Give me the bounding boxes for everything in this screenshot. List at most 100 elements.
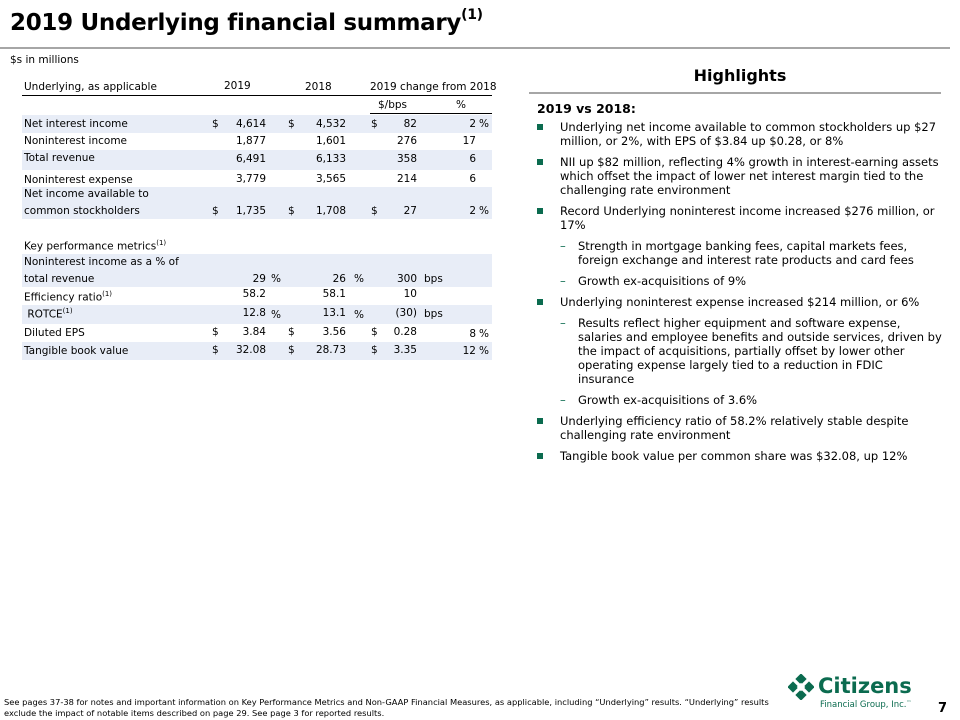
value-change: (30) [395, 307, 417, 319]
col-header-2018: 2018 [305, 81, 332, 93]
bullet-item: Underlying noninterest expense increased… [537, 295, 942, 309]
row-label: ROTCE(1) [24, 307, 72, 321]
value-pct: 2 [469, 118, 476, 130]
currency-2019: $ [212, 326, 219, 338]
page-number: 7 [938, 701, 948, 716]
unit-2019: % [271, 309, 281, 321]
dash-icon: – [560, 274, 566, 288]
currency-2018: $ [288, 326, 295, 338]
bullet-item: Tangible book value per common share was… [537, 449, 942, 463]
value-2019: 12.8 [242, 307, 266, 319]
units-note: $s in millions [10, 54, 79, 66]
row-label: Efficiency ratio(1) [24, 290, 112, 304]
value-2019: 4,614 [235, 118, 266, 130]
bullet-text: Underlying noninterest expense increased… [560, 295, 920, 309]
unit-change: bps [424, 308, 443, 320]
value-change: 300 [396, 273, 417, 285]
row-label: Noninterest expense [24, 174, 133, 186]
bullet-item: Underlying net income available to commo… [537, 120, 942, 148]
value-2018: 6,133 [315, 153, 346, 165]
value-change: 27 [403, 205, 417, 217]
value-pct: 17 [462, 135, 476, 147]
value-2018: 4,532 [315, 118, 346, 130]
kpm-footnote-marker: (1) [156, 239, 167, 247]
kpm-heading: Key performance metrics(1) [24, 239, 166, 253]
currency-2018: $ [288, 118, 295, 130]
value-change: 82 [403, 118, 417, 130]
row-label: Net interest income [24, 118, 128, 130]
highlights-title: Highlights [693, 66, 787, 85]
dash-icon: – [560, 316, 566, 330]
value-2018: 1,708 [315, 205, 346, 217]
currency-2018: $ [288, 205, 295, 217]
table-row: Efficiency ratio(1) 58.2 58.1 10 [22, 287, 492, 305]
bullet-text: Tangible book value per common share was… [560, 449, 908, 463]
value-2019: 6,491 [235, 153, 266, 165]
unit-2018: % [354, 309, 364, 321]
footnote: See pages 37-38 for notes and important … [4, 697, 769, 718]
subheader-rule [370, 113, 492, 114]
value-change: 10 [403, 288, 417, 300]
col-header-label: Underlying, as applicable [24, 81, 157, 93]
bullet-item: NII up $82 million, reflecting 4% growth… [537, 155, 942, 197]
col-subheader-pct: % [456, 99, 466, 111]
bullet-text: NII up $82 million, reflecting 4% growth… [560, 155, 939, 197]
value-2019: 1,735 [235, 205, 266, 217]
bullet-item: Record Underlying noninterest income inc… [537, 204, 942, 232]
row-label-text: ROTCE [27, 308, 63, 321]
value-pct: 2 [469, 205, 476, 217]
col-header-change: 2019 change from 2018 [370, 81, 497, 93]
currency-2019: $ [212, 344, 219, 356]
table-row: Total revenue 6,491 6,133 358 6 [22, 150, 492, 170]
table-row: Net income available to common stockhold… [22, 187, 492, 219]
col-header-2019: 2019 [224, 80, 251, 92]
bullet-square-icon [537, 453, 543, 459]
unit-2019: % [271, 273, 281, 285]
header-rule [22, 95, 492, 96]
bullet-square-icon [537, 418, 543, 424]
value-2018: 26 [332, 273, 346, 285]
value-pct: 8 [469, 328, 476, 340]
row-label: Tangible book value [24, 345, 129, 357]
bullet-text: Record Underlying noninterest income inc… [560, 204, 935, 232]
value-2019: 1,877 [235, 135, 266, 147]
bullet-square-icon [537, 208, 543, 214]
title-footnote-marker: (1) [461, 7, 483, 23]
row-label-line1: Noninterest income as a % of [24, 256, 179, 268]
sub-bullet-text: Growth ex-acquisitions of 3.6% [578, 393, 758, 407]
row-footnote-marker: (1) [102, 290, 113, 298]
row-label: Diluted EPS [24, 327, 85, 339]
citizens-logo-icon [787, 673, 815, 701]
sub-bullet-item: – Growth ex-acquisitions of 9% [537, 274, 942, 288]
value-change: 3.35 [393, 344, 417, 356]
bullet-item: Underlying efficiency ratio of 58.2% rel… [537, 414, 942, 442]
highlights-divider [529, 92, 941, 94]
value-2019: 3.84 [242, 326, 266, 338]
kpm-heading-text: Key performance metrics [24, 240, 157, 253]
sub-bullet-item: – Results reflect higher equipment and so… [537, 316, 942, 386]
value-pct: 6 [469, 173, 476, 185]
table-row: Noninterest income 1,877 1,601 276 17 [22, 133, 492, 151]
highlights-list: Underlying net income available to commo… [537, 120, 942, 470]
highlights-subtitle: 2019 vs 2018: [537, 101, 636, 116]
value-2018: 28.73 [315, 344, 346, 356]
unit-change: bps [424, 273, 443, 285]
row-label: Total revenue [24, 152, 95, 164]
bullet-square-icon [537, 299, 543, 305]
dash-icon: – [560, 239, 566, 253]
value-change: 214 [396, 173, 417, 185]
logo-subtitle: Financial Group, Inc.™ [820, 700, 911, 710]
value-2018: 58.1 [322, 288, 346, 300]
row-label-text: Efficiency ratio [24, 291, 103, 304]
currency-2019: $ [212, 205, 219, 217]
value-change: 0.28 [393, 326, 417, 338]
value-2019: 3,779 [235, 173, 266, 185]
row-label-line2: total revenue [24, 273, 95, 285]
currency-change: $ [371, 326, 378, 338]
value-2019: 32.08 [235, 344, 266, 356]
value-2019: 29 [252, 273, 266, 285]
bullet-text: Underlying efficiency ratio of 58.2% rel… [560, 414, 909, 442]
currency-change: $ [371, 344, 378, 356]
table-row: Tangible book value $ 32.08 $ 28.73 $ 3.… [22, 342, 492, 360]
unit-2018: % [354, 273, 364, 285]
